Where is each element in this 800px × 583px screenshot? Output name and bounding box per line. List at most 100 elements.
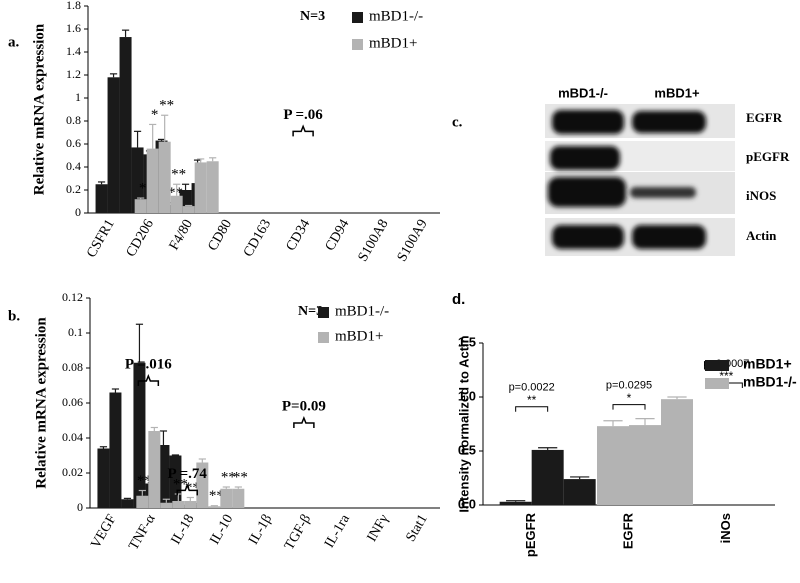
significance-label: **: [171, 167, 186, 183]
x-tick-label: IL-18: [169, 512, 198, 547]
lane-label: mBD1+: [654, 85, 700, 100]
y-tick-label: 0.04: [62, 430, 83, 444]
x-tick-label: IL-1ra: [322, 511, 353, 550]
bar: [182, 206, 195, 213]
x-tick-label: CD94: [323, 217, 353, 253]
note: N=3: [300, 9, 325, 24]
bar: [133, 362, 146, 508]
significance-label: **: [159, 98, 174, 114]
legend-swatch: [318, 332, 329, 343]
x-tick-label: CD163: [241, 217, 274, 260]
panel-label: d.: [452, 291, 465, 308]
legend-label: mBD1+: [369, 35, 417, 51]
bar: [160, 502, 173, 508]
y-tick-label: 0.6: [66, 136, 81, 150]
bracket: [176, 483, 198, 496]
bar: [170, 195, 183, 213]
p-value: P =.016: [125, 356, 172, 372]
bar: [119, 37, 132, 213]
p-value: p=0.0295: [606, 380, 652, 392]
y-tick-label: 1: [75, 90, 81, 104]
x-tick-label: TGF-β: [282, 512, 314, 553]
blot-band: [552, 110, 624, 134]
y-tick-label: 0.12: [62, 290, 83, 304]
legend-swatch: [352, 39, 363, 50]
y-tick-label: 0.8: [66, 113, 81, 127]
x-tick-label: CSFR1: [84, 217, 118, 260]
bar: [148, 431, 161, 508]
y-tick-label: 1.5: [458, 334, 476, 349]
y-tick-label: 0.08: [62, 360, 83, 374]
x-tick-label: F4/80: [167, 217, 196, 253]
bar: [109, 392, 122, 508]
x-tick-label: CD34: [284, 217, 314, 253]
blot-band: [552, 225, 624, 249]
bar: [531, 449, 564, 505]
y-axis-title: Relative mRNA expression: [31, 23, 47, 195]
legend-swatch: [318, 307, 329, 318]
x-tick-label: pEGFR: [523, 512, 538, 557]
bar: [597, 426, 629, 505]
y-tick-label: 0.1: [68, 325, 83, 339]
y-tick-label: 0.0: [458, 496, 476, 511]
bracket: [292, 124, 314, 137]
chart: 0 0.02 0.04 0.06 0.08 0.1 0.12 Relative mRNA ex…: [8, 290, 440, 553]
significance-label: **: [173, 476, 188, 492]
bracket: [293, 415, 315, 428]
row-label: pEGFR: [746, 149, 790, 164]
bar: [95, 184, 108, 213]
legend-label: mBD1-/-: [743, 374, 797, 390]
bracket: [612, 404, 646, 410]
x-tick-label: TNF-α: [126, 512, 159, 553]
bar: [157, 445, 170, 508]
significance-label: **: [527, 393, 537, 407]
y-tick-label: 0.2: [66, 182, 81, 196]
y-tick-label: 1.2: [66, 67, 81, 81]
blot-band: [632, 225, 706, 249]
significance-label: **: [233, 469, 248, 485]
x-tick-label: IL-10: [207, 512, 236, 547]
x-tick-label: iNOs: [718, 513, 733, 543]
bar: [158, 141, 171, 213]
bar: [563, 479, 596, 505]
panel-label: a.: [8, 34, 20, 50]
row-label: iNOS: [746, 188, 776, 203]
significance-label: *: [627, 391, 632, 405]
bar: [629, 425, 661, 505]
y-tick-label: 1.8: [66, 0, 81, 12]
x-tick-label: IL-1β: [246, 512, 275, 547]
y-tick-label: 0: [75, 205, 81, 219]
bar: [97, 448, 110, 508]
x-tick-label: CD80: [205, 217, 235, 253]
x-tick-label: EGFR: [620, 512, 635, 549]
bar: [661, 399, 693, 505]
y-tick-label: 0.06: [62, 395, 83, 409]
bar: [232, 488, 245, 508]
y-axis-title: Intensity normalized to Actin: [456, 335, 471, 512]
significance-label: **: [221, 469, 236, 485]
bar: [220, 488, 233, 508]
bar: [208, 506, 221, 508]
bar: [131, 147, 144, 213]
blot-band: [632, 111, 706, 133]
row-label: Actin: [746, 228, 777, 243]
bracket: [515, 406, 549, 412]
y-axis-title: Relative mRNA expression: [33, 317, 49, 489]
legend-swatch: [352, 12, 363, 23]
bar: [184, 501, 197, 508]
legend-swatch: [705, 378, 729, 389]
western-blot: c. mBD1-/- mBD1+ EGFR pEGFR iNOS Actin: [452, 85, 790, 256]
x-tick-label: CD206: [124, 217, 157, 260]
bracket: [137, 373, 160, 386]
y-tick-label: 1.0: [458, 388, 476, 403]
chart: 0 0.2 0.4 0.6 0.8 1 1.2 1.4 1.6 1.8 Relative mRNA …: [8, 0, 440, 264]
significance-label: **: [137, 473, 152, 489]
panel-label: c.: [452, 114, 463, 130]
bar: [134, 199, 147, 213]
significance-label: **: [185, 480, 200, 496]
x-tick-label: VEGF: [88, 512, 119, 551]
note: N=3: [298, 304, 323, 319]
significance-label: *: [151, 107, 159, 123]
